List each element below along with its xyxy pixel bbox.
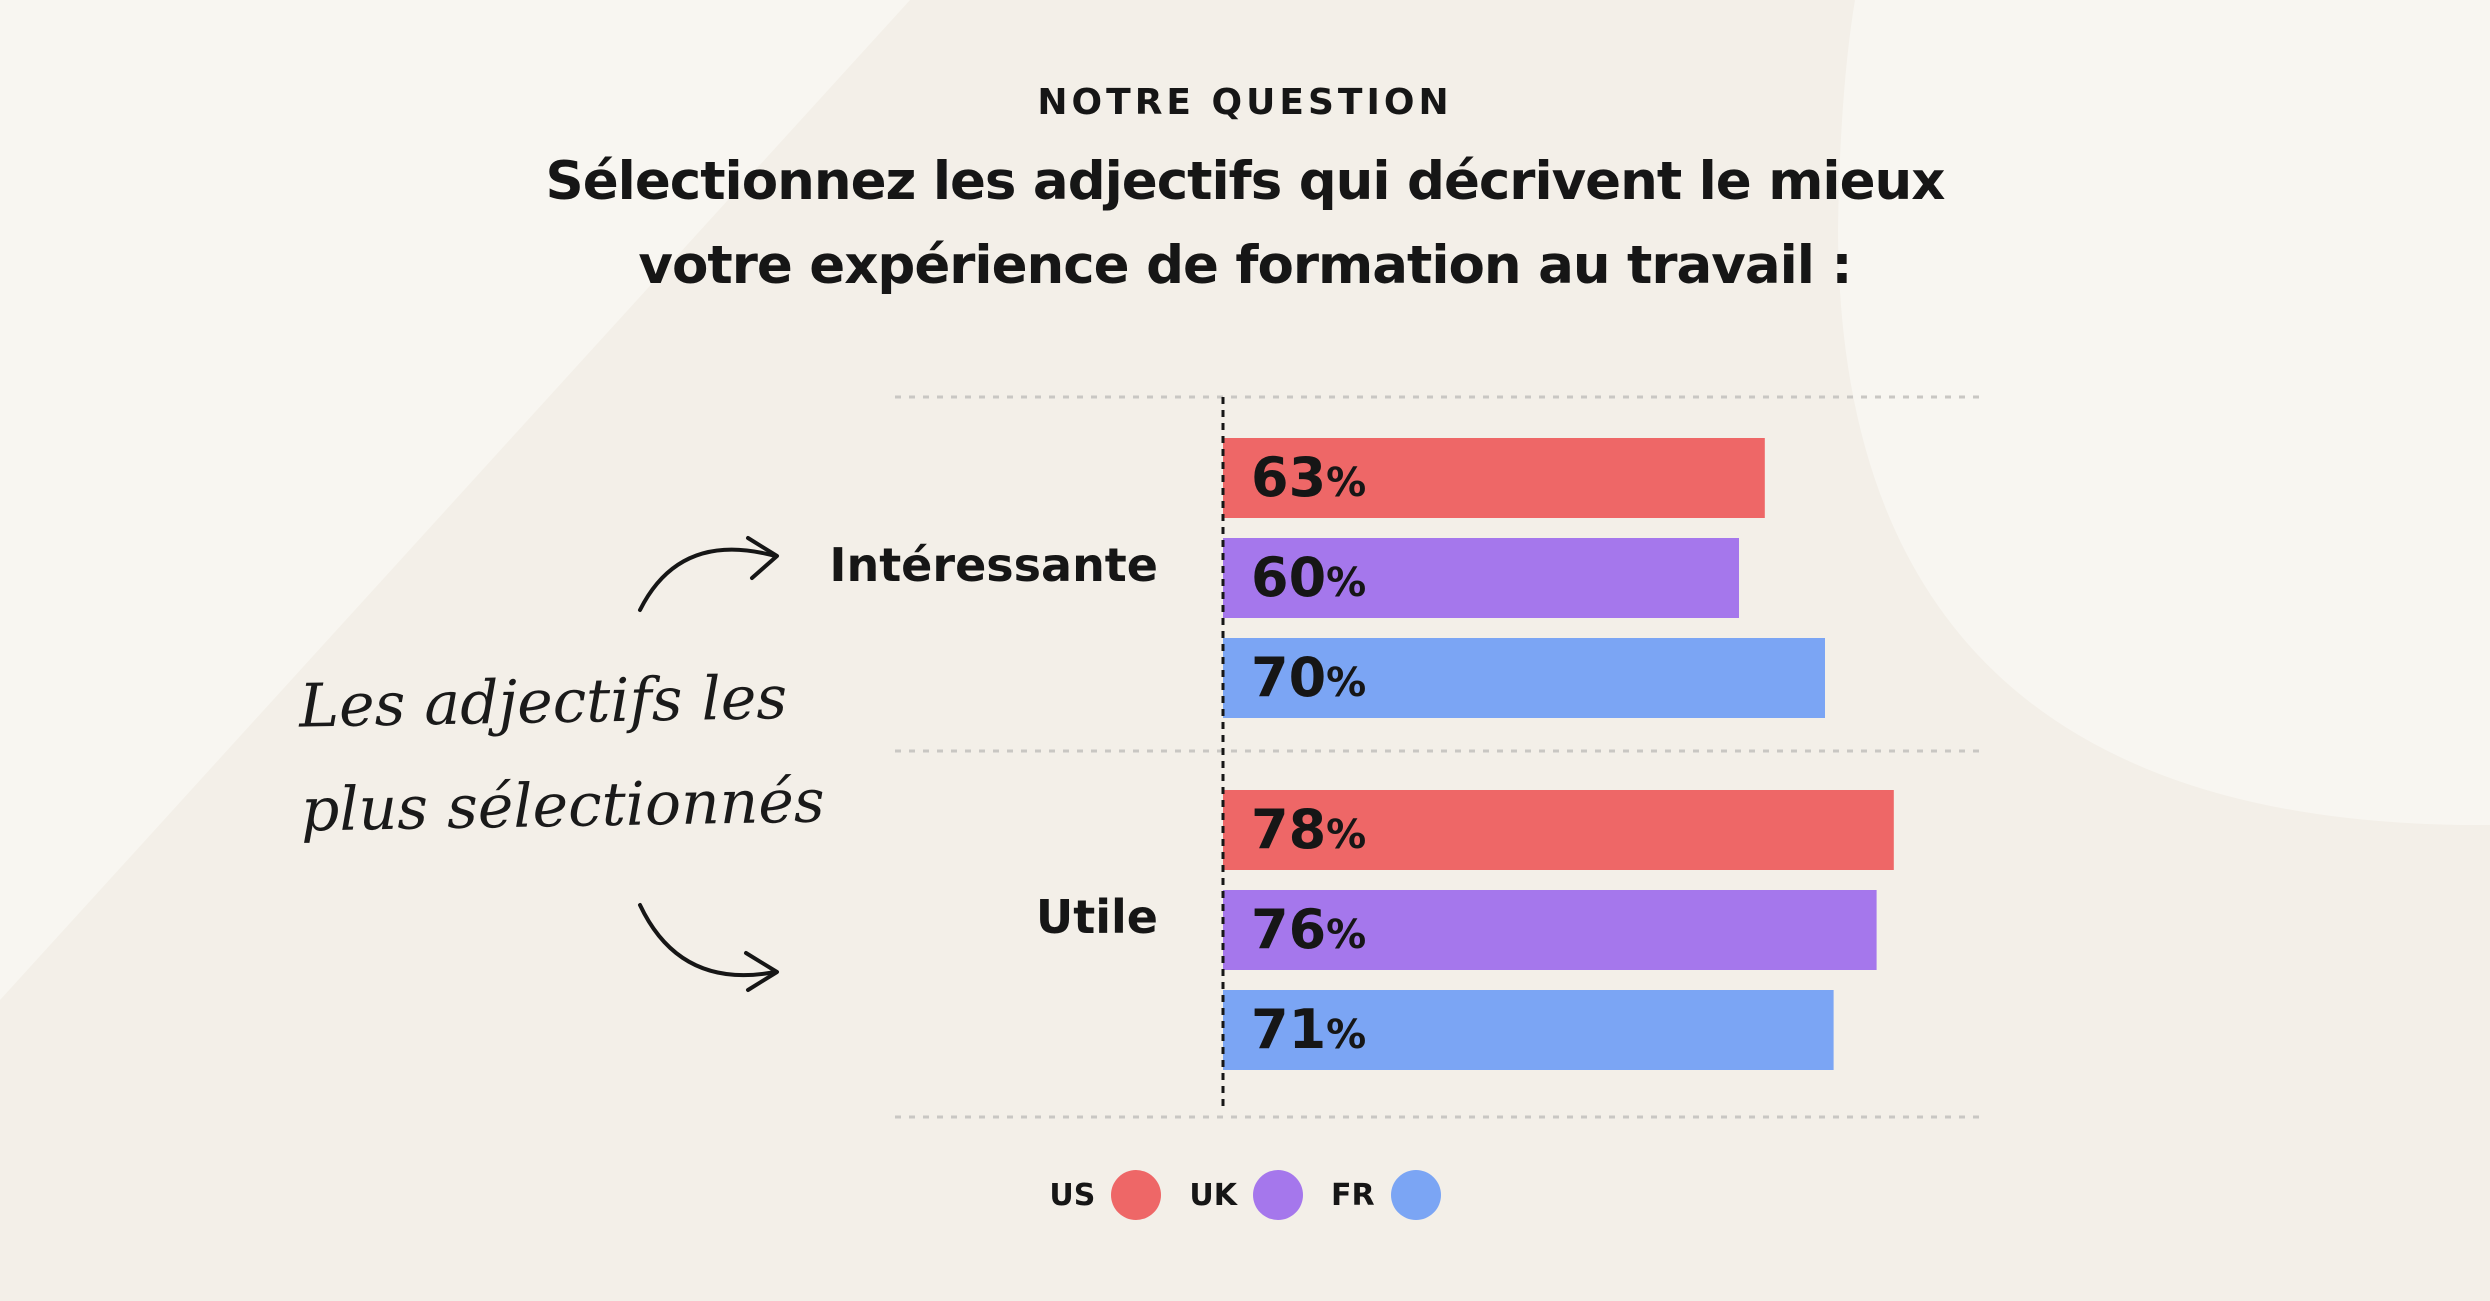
legend-swatch-us [1111, 1170, 1162, 1220]
legend-swatch-fr [1390, 1170, 1441, 1220]
legend-item-fr: FR [1331, 1170, 1441, 1220]
legend-item-uk: UK [1189, 1170, 1303, 1220]
legend: US UK FR [0, 1170, 2490, 1220]
data-label-us-1: 78% [1251, 798, 1366, 861]
question-line-1: Sélectionnez les adjectifs qui décrivent… [545, 151, 1946, 212]
bar-us-1 [1223, 790, 1894, 870]
bar-fr-0 [1223, 638, 1825, 718]
eyebrow-label: NOTRE QUESTION [1037, 82, 1453, 123]
question-title: Sélectionnez les adjectifs qui décrivent… [0, 140, 2490, 308]
legend-swatch-uk [1252, 1170, 1303, 1220]
legend-item-us: US [1049, 1170, 1162, 1220]
legend-label-us: US [1049, 1177, 1096, 1213]
data-label-fr-1: 71% [1251, 998, 1366, 1061]
bar-uk-1 [1223, 890, 1877, 970]
legend-label-uk: UK [1189, 1177, 1237, 1213]
category-label-0: Intéressante [829, 538, 1158, 592]
legend-label-fr: FR [1330, 1177, 1375, 1213]
data-label-us-0: 63% [1251, 446, 1366, 509]
data-label-uk-0: 60% [1251, 546, 1366, 609]
bar-us-0 [1223, 438, 1765, 518]
question-line-2: votre expérience de formation au travail… [638, 235, 1852, 296]
category-label-1: Utile [1035, 890, 1158, 944]
data-label-fr-0: 70% [1251, 646, 1366, 709]
data-label-uk-1: 76% [1251, 898, 1366, 961]
bar-uk-0 [1223, 538, 1739, 618]
bar-fr-1 [1223, 990, 1834, 1070]
